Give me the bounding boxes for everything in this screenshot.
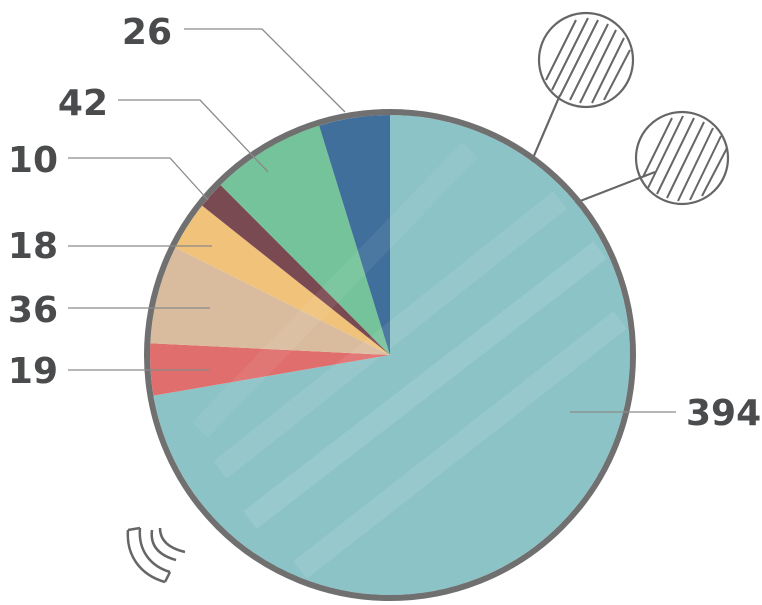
pie-slice	[150, 343, 390, 396]
pie-slice	[319, 115, 390, 355]
pie-slice	[153, 115, 631, 595]
leader-line	[68, 157, 209, 201]
pie-slice	[150, 247, 390, 355]
slice-value-label: 18	[8, 226, 58, 267]
watercolor-streak	[243, 241, 607, 529]
pie-slice	[202, 185, 390, 355]
watercolor-streak	[293, 311, 627, 579]
pie-slice	[175, 205, 390, 355]
pie-outline	[144, 109, 636, 601]
watercolor-streak	[192, 142, 478, 438]
signal-decoration-icon	[126, 526, 186, 584]
slice-value-label: 26	[122, 12, 172, 53]
leader-line	[184, 28, 346, 113]
pie-slices	[150, 115, 631, 595]
leader-line	[118, 99, 269, 173]
slice-value-label: 36	[8, 290, 58, 331]
slice-value-label: 42	[58, 83, 108, 124]
pin-decoration-icon	[525, 11, 730, 212]
slice-value-label: 19	[8, 351, 58, 392]
slice-value-label: 10	[8, 140, 58, 181]
pie-slice	[220, 125, 390, 355]
watercolor-streak	[213, 191, 567, 479]
slice-value-label: 394	[686, 393, 761, 434]
